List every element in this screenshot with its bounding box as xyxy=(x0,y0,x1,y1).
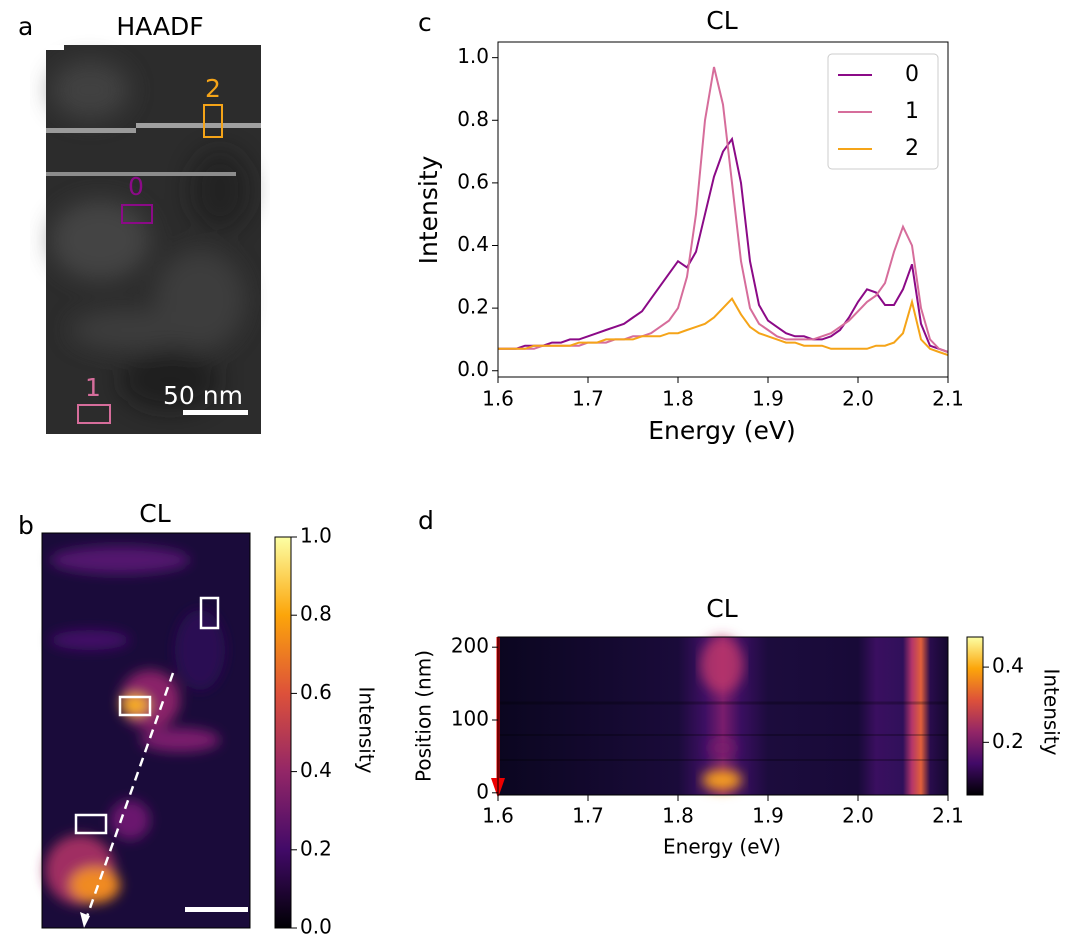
panel-title: HAADF xyxy=(116,12,203,41)
x-tick-label: 1.8 xyxy=(662,387,694,411)
panel-label: d xyxy=(418,506,434,535)
panel-title: CL xyxy=(706,594,737,623)
legend-label: 1 xyxy=(905,99,919,124)
y-tick-label: 0.6 xyxy=(457,169,489,193)
x-tick-label: 1.8 xyxy=(662,804,694,828)
region-label: 1 xyxy=(85,373,101,402)
x-tick-label: 2.1 xyxy=(932,804,964,828)
x-tick-label: 1.7 xyxy=(572,804,604,828)
y-tick-label: 100 xyxy=(451,707,489,731)
x-tick-label: 2.0 xyxy=(842,387,874,411)
panel-label: c xyxy=(418,8,432,37)
region-label: 0 xyxy=(128,172,144,201)
series-line xyxy=(498,136,949,353)
chart-title: CL xyxy=(706,6,737,35)
x-tick-label: 1.6 xyxy=(482,387,514,411)
colorbar-tick-label: 0.0 xyxy=(300,915,332,937)
y-tick-label: 1.0 xyxy=(457,44,489,68)
colorbar-tick-label: 0.4 xyxy=(300,758,332,782)
legend-label: 2 xyxy=(905,136,919,161)
colorbar-tick-label: 0.8 xyxy=(300,602,332,626)
colorbar-tick-label: 0.6 xyxy=(300,680,332,704)
y-tick-label: 0.4 xyxy=(457,232,489,256)
colorbar xyxy=(966,636,984,796)
panel-label: b xyxy=(18,511,34,540)
y-tick-label: 0.0 xyxy=(457,357,489,381)
panel-label: a xyxy=(18,12,33,41)
y-axis-label: Position (nm) xyxy=(412,650,436,782)
y-tick-label: 0.2 xyxy=(457,295,489,319)
cl-map-image xyxy=(41,532,251,929)
colorbar-tick-label: 0.2 xyxy=(300,836,332,860)
colorbar-tick-label: 0.2 xyxy=(992,729,1024,753)
colorbar xyxy=(274,536,292,929)
panel-title: CL xyxy=(139,499,170,528)
legend-box xyxy=(827,53,939,170)
haadf-image xyxy=(46,45,261,434)
x-axis-label: Energy (eV) xyxy=(663,835,781,859)
y-tick-label: 0 xyxy=(476,779,489,803)
colorbar-tick-label: 0.4 xyxy=(992,654,1024,678)
x-tick-label: 2.1 xyxy=(932,387,964,411)
colorbar-label: Intensity xyxy=(355,686,379,773)
x-axis-label: Energy (eV) xyxy=(648,416,795,445)
series-line xyxy=(498,297,949,357)
x-tick-label: 1.9 xyxy=(752,387,784,411)
y-axis-label: Intensity xyxy=(414,155,443,264)
x-tick-label: 1.6 xyxy=(482,804,514,828)
legend-label: 0 xyxy=(905,62,919,87)
plot-area xyxy=(498,66,949,357)
colorbar-label: Intensity xyxy=(1040,668,1064,755)
scale-bar-label: 50 nm xyxy=(163,381,243,410)
region-label: 2 xyxy=(205,74,221,103)
x-tick-label: 1.9 xyxy=(752,804,784,828)
plot-frame xyxy=(497,41,949,378)
colorbar-tick-label: 1.0 xyxy=(300,524,332,548)
x-tick-label: 2.0 xyxy=(842,804,874,828)
y-tick-label: 200 xyxy=(451,634,489,658)
linescan-image xyxy=(491,636,949,798)
x-tick-label: 1.7 xyxy=(572,387,604,411)
y-tick-label: 0.8 xyxy=(457,107,489,131)
